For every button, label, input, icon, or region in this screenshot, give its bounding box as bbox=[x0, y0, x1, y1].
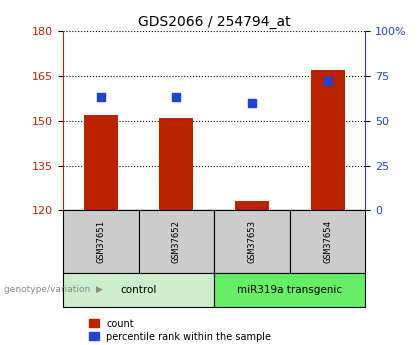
Bar bbox=[84, 115, 118, 210]
Bar bbox=[214, 273, 365, 307]
Text: GSM37651: GSM37651 bbox=[96, 220, 105, 263]
Text: GSM37652: GSM37652 bbox=[172, 220, 181, 263]
Bar bbox=[290, 210, 365, 273]
Point bbox=[324, 79, 331, 84]
Legend: count, percentile rank within the sample: count, percentile rank within the sample bbox=[89, 319, 271, 342]
Text: genotype/variation  ▶: genotype/variation ▶ bbox=[4, 285, 103, 294]
Bar bbox=[160, 118, 194, 210]
Text: control: control bbox=[121, 285, 157, 295]
Bar bbox=[235, 201, 269, 210]
Bar bbox=[139, 210, 214, 273]
Bar bbox=[63, 273, 214, 307]
Point bbox=[97, 95, 104, 100]
Bar bbox=[214, 210, 290, 273]
Bar bbox=[311, 70, 345, 210]
Title: GDS2066 / 254794_at: GDS2066 / 254794_at bbox=[138, 14, 291, 29]
Point bbox=[249, 100, 255, 106]
Text: GSM37654: GSM37654 bbox=[323, 220, 332, 263]
Text: miR319a transgenic: miR319a transgenic bbox=[237, 285, 342, 295]
Text: GSM37653: GSM37653 bbox=[247, 220, 257, 263]
Bar bbox=[63, 210, 139, 273]
Point bbox=[173, 95, 180, 100]
